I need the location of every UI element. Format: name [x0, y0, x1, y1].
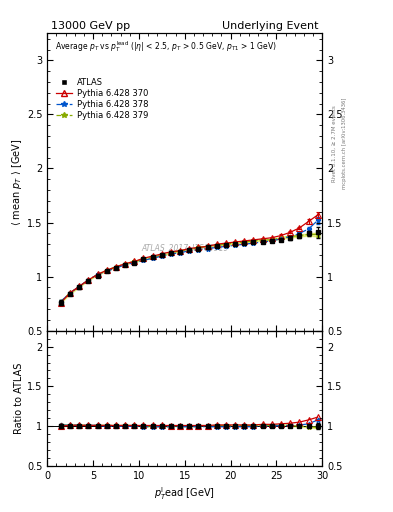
X-axis label: $p_T^{\mathrm{l}}$ead [GeV]: $p_T^{\mathrm{l}}$ead [GeV]	[154, 485, 215, 502]
Text: Rivet 3.1.10, ≥ 2.7M events: Rivet 3.1.10, ≥ 2.7M events	[332, 105, 337, 182]
Y-axis label: Ratio to ATLAS: Ratio to ATLAS	[14, 362, 24, 434]
Text: Underlying Event: Underlying Event	[222, 20, 318, 31]
Text: Average $p_T$ vs $p_T^{\mathrm{lead}}$ ($|\eta|$ < 2.5, $p_T$ > 0.5 GeV, $p_{T1}: Average $p_T$ vs $p_T^{\mathrm{lead}}$ (…	[55, 39, 277, 54]
Y-axis label: $\langle$ mean $p_T$ $\rangle$ [GeV]: $\langle$ mean $p_T$ $\rangle$ [GeV]	[10, 138, 24, 226]
Text: ATLAS_2017_I1509919: ATLAS_2017_I1509919	[141, 243, 228, 252]
Legend: ATLAS, Pythia 6.428 370, Pythia 6.428 378, Pythia 6.428 379: ATLAS, Pythia 6.428 370, Pythia 6.428 37…	[54, 76, 150, 122]
Text: mcplots.cern.ch [arXiv:1306.3436]: mcplots.cern.ch [arXiv:1306.3436]	[342, 98, 347, 189]
Text: 13000 GeV pp: 13000 GeV pp	[51, 20, 130, 31]
